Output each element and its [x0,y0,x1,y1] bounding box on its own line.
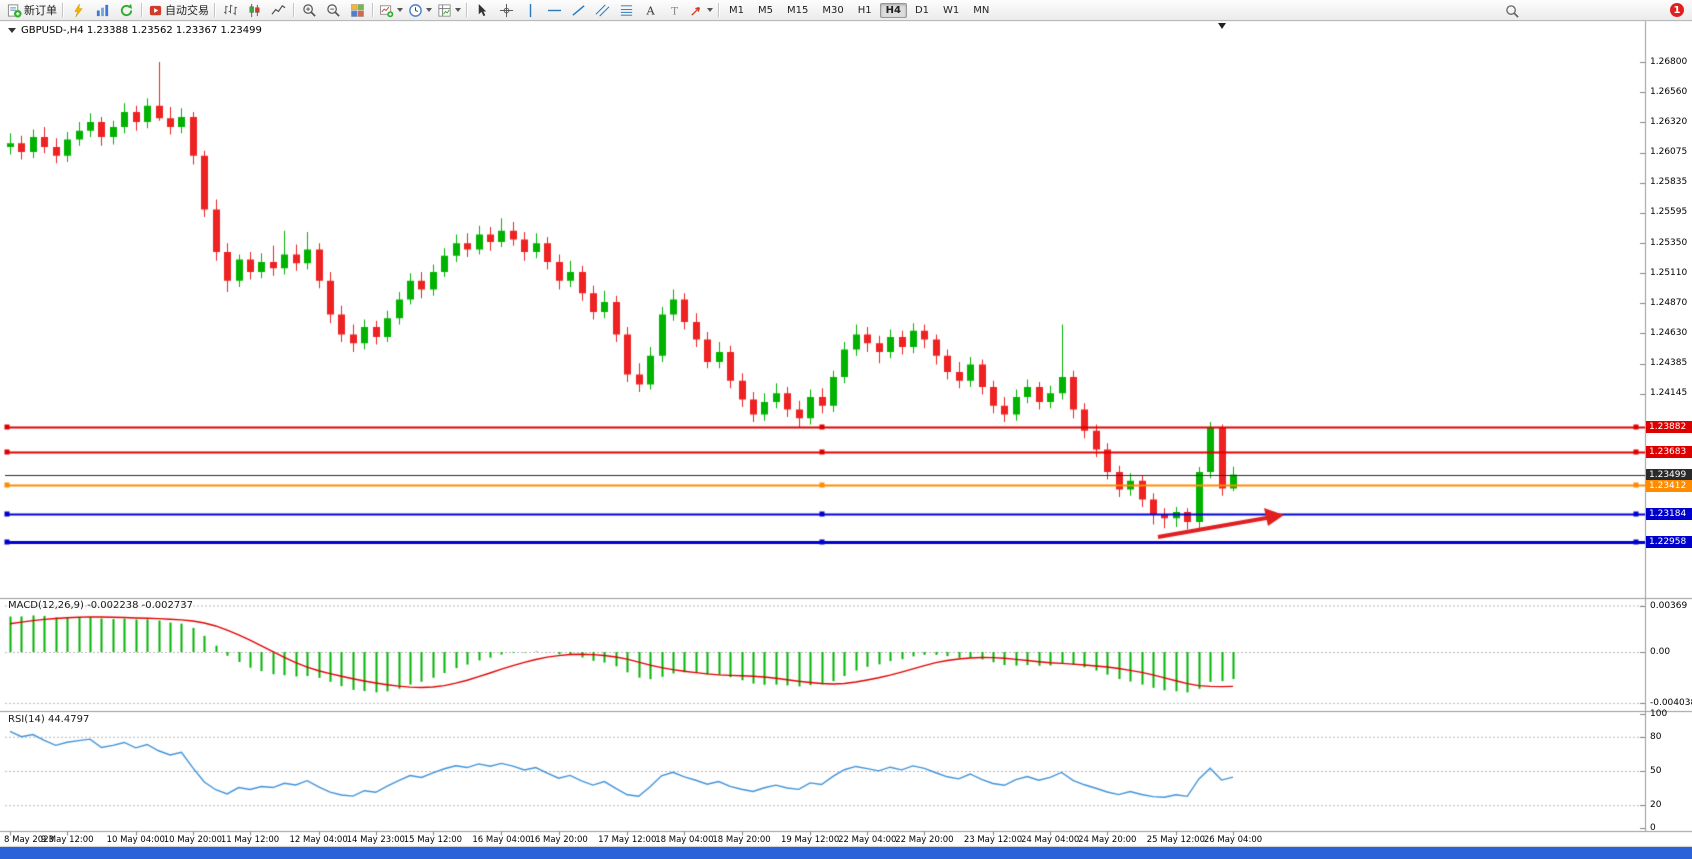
cursor-button[interactable] [470,1,494,19]
auto-trading-button[interactable]: 自动交易 [145,1,211,19]
auto-trading-button-label: 自动交易 [165,4,209,17]
toolbar-separator [466,3,467,17]
cursor-icon [474,2,490,18]
bottom-window-edge [0,847,1692,859]
main-toolbar: 1 新订单 自动交易 A T M1 M5 M15 M30 H1 H4 D1 W1 MN [0,0,1692,21]
zoom-in-icon [301,2,317,18]
search-button[interactable] [1500,2,1524,20]
zoom-in-button[interactable] [297,1,321,19]
fibonacci-icon [618,2,634,18]
candlestick-icon [246,2,262,18]
notification-badge[interactable]: 1 [1670,3,1684,17]
line-chart-icon [270,2,286,18]
toolbar-separator [372,3,373,17]
crosshair-button[interactable] [494,1,518,19]
text-button[interactable]: A [638,1,662,19]
fibonacci-button[interactable] [614,1,638,19]
search-icon [1504,3,1520,19]
timeframe-button-m1[interactable]: M1 [729,4,744,16]
svg-text:T: T [671,5,678,17]
dropdown-arrow-icon [426,8,432,12]
autotrading-icon [147,2,163,18]
label-button[interactable]: T [662,1,686,19]
timeframe-button-m5[interactable]: M5 [758,4,773,16]
new-chart-icon [378,2,394,18]
line-chart-button[interactable] [266,1,290,19]
market-button[interactable] [90,1,114,19]
timeframe-button-mn[interactable]: MN [973,4,990,16]
bar-chart-button[interactable] [218,1,242,19]
arrows-icon [688,2,704,18]
toolbar-separator [62,3,63,17]
svg-text:A: A [645,4,655,17]
market-icon [94,2,110,18]
timeframe-button-h4[interactable]: H4 [879,2,907,18]
candlestick-button[interactable] [242,1,266,19]
profiles-icon [407,2,423,18]
new-chart-button[interactable] [376,1,405,19]
text-icon: A [642,2,658,18]
timeframe-button-w1[interactable]: W1 [943,4,960,16]
new-order-button[interactable]: 新订单 [4,1,59,19]
arrows-button[interactable] [686,1,715,19]
refresh-icon [118,2,134,18]
timeframe-button-h1[interactable]: H1 [857,4,872,16]
new-order-icon [6,2,22,18]
dropdown-arrow-icon [455,8,461,12]
timeframe-button-m15[interactable]: M15 [787,4,809,16]
toolbar-separator [718,3,719,17]
toolbar-separator [293,3,294,17]
toolbar-separator [141,3,142,17]
bar-chart-icon [222,2,238,18]
zoom-out-icon [325,2,341,18]
timeframe-button-d1[interactable]: D1 [914,4,929,16]
profiles-button[interactable] [405,1,434,19]
trendline-icon [570,2,586,18]
horizontal-line-icon [546,2,562,18]
timeframe-button-m30[interactable]: M30 [822,4,844,16]
experts-icon [70,2,86,18]
toolbar-separator [214,3,215,17]
vertical-line-button[interactable] [518,1,542,19]
label-icon: T [666,2,682,18]
new-order-button-label: 新订单 [24,4,57,17]
refresh-button[interactable] [114,1,138,19]
crosshair-icon [498,2,514,18]
indicators-button[interactable] [434,1,463,19]
dropdown-arrow-icon [397,8,403,12]
channel-icon [594,2,610,18]
zoom-out-button[interactable] [321,1,345,19]
indicators-icon [436,2,452,18]
tile-windows-button[interactable] [345,1,369,19]
horizontal-line-button[interactable] [542,1,566,19]
vertical-line-icon [522,2,538,18]
trendline-button[interactable] [566,1,590,19]
dropdown-arrow-icon [707,8,713,12]
channel-button[interactable] [590,1,614,19]
experts-button[interactable] [66,1,90,19]
tile-windows-icon [349,2,365,18]
